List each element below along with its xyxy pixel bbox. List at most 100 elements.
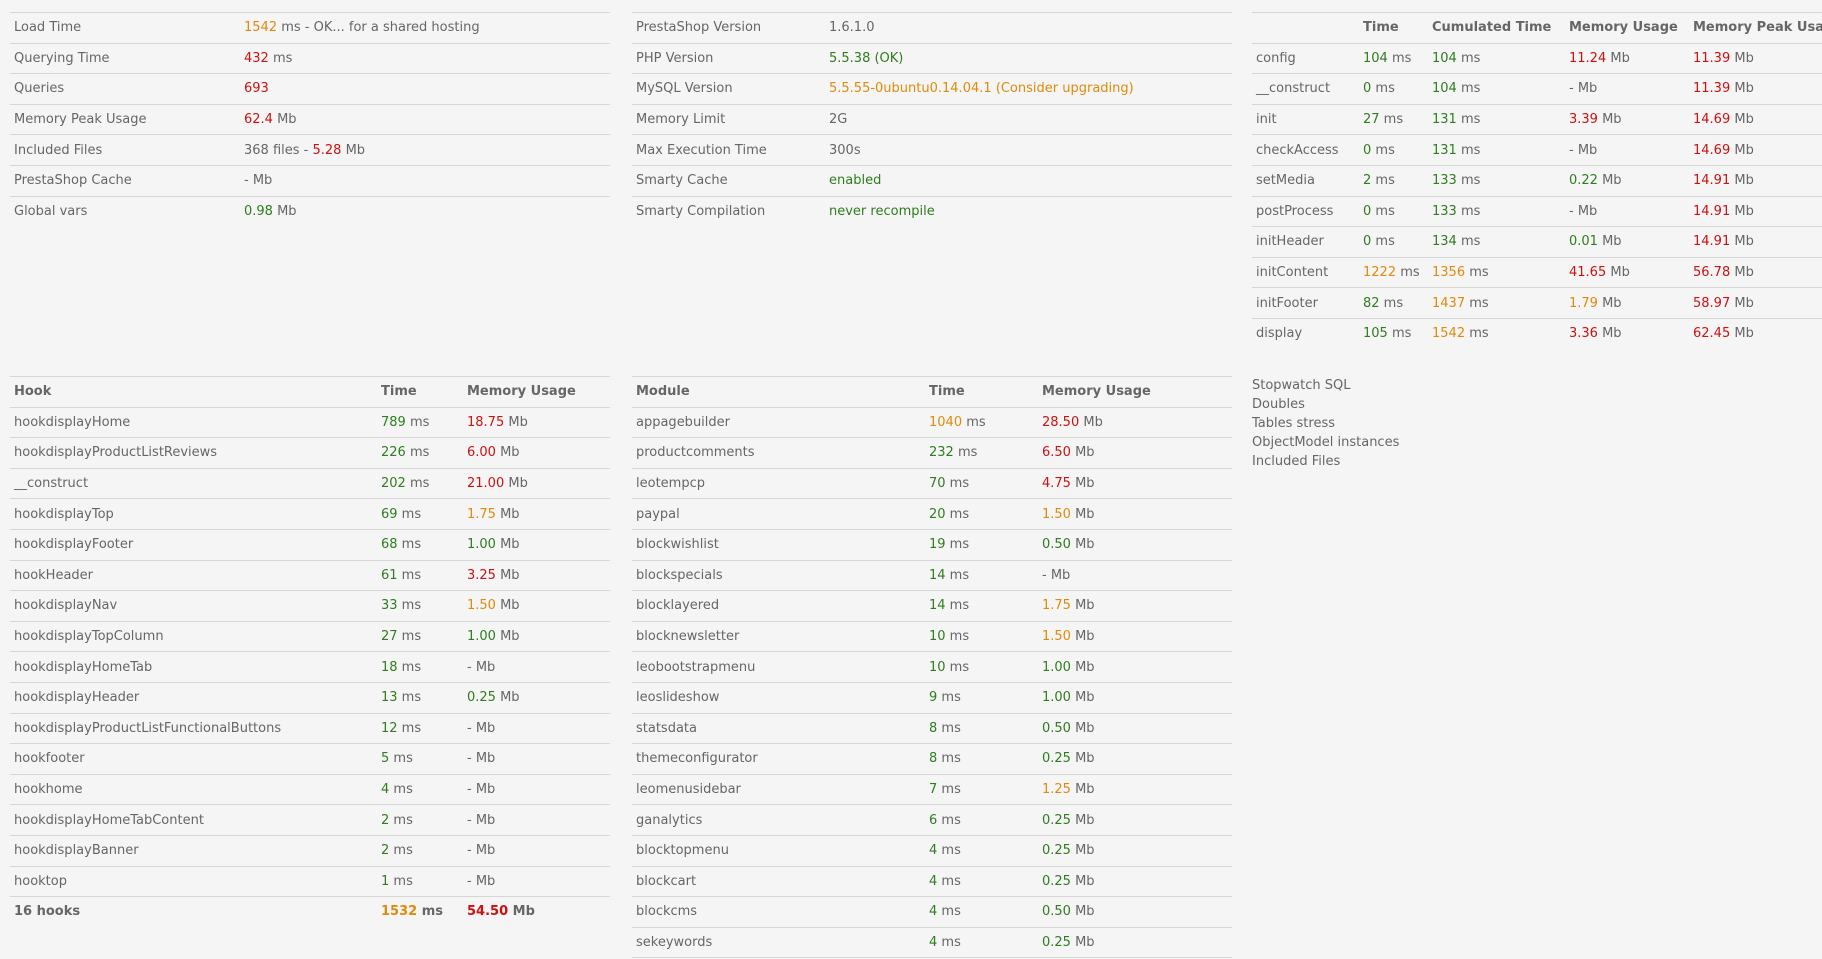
controller-row: setMedia 2 ms 133 ms 0.22 Mb 14.91 Mb [1252, 164, 1822, 197]
module-time-value: 10 [929, 629, 946, 645]
hook-time: 12 ms [377, 712, 463, 744]
module-memory-unit: Mb [1046, 567, 1071, 583]
controller-cumulated-value: 134 [1432, 234, 1457, 250]
controller-cumulated: 104 ms [1428, 73, 1565, 105]
hook-memory: - Mb [463, 773, 610, 805]
hook-time: 2 ms [377, 804, 463, 836]
module-memory-unit: Mb [1079, 414, 1103, 430]
controller-header: Memory Usage [1565, 12, 1689, 44]
controller-peak-unit: Mb [1730, 142, 1754, 158]
hook-row: hookdisplayBanner 2 ms - Mb [10, 834, 610, 866]
hook-name: hookdisplayHomeTabContent [10, 804, 377, 836]
hooks-header: Time [377, 376, 463, 408]
hook-memory-value: 3.25 [467, 567, 496, 583]
hooks-total-time-unit: ms [417, 904, 443, 920]
controller-time: 27 ms [1359, 103, 1428, 135]
module-memory-value: 4.75 [1042, 476, 1071, 492]
hook-time-unit: ms [389, 812, 413, 828]
controller-step-name: checkAccess [1252, 134, 1359, 166]
module-time-unit: ms [945, 598, 970, 614]
controller-peak-value: 58.97 [1693, 295, 1731, 311]
controller-step-name: init [1252, 103, 1359, 135]
general-value: 368 files - 5.28 Mb [240, 134, 610, 166]
module-time-unit: ms [937, 873, 961, 889]
controller-memory-unit: Mb [1573, 81, 1598, 97]
module-row: blockwishlist 19 ms 0.50 Mb [632, 528, 1232, 561]
module-row: blocktopmenu 4 ms 0.25 Mb [632, 834, 1232, 866]
hook-time-value: 1 [381, 873, 390, 889]
module-memory-value: 0.50 [1042, 904, 1071, 920]
environment-row: PrestaShop Version 1.6.1.0 [632, 12, 1232, 44]
module-memory-unit: Mb [1070, 659, 1095, 675]
controller-peak-unit: Mb [1730, 81, 1754, 97]
module-memory-unit: Mb [1070, 904, 1095, 920]
controller-peak: 11.39 Mb [1689, 42, 1822, 74]
module-memory: 6.50 Mb [1038, 437, 1232, 469]
hook-time-unit: ms [389, 843, 413, 859]
hook-time-value: 61 [381, 567, 398, 583]
module-time-unit: ms [937, 934, 961, 950]
hook-time: 789 ms [377, 406, 463, 438]
module-time: 20 ms [925, 498, 1038, 530]
modules-header: Module [632, 376, 925, 408]
module-name: themeconfigurator [632, 743, 925, 775]
hook-memory-unit: Mb [495, 537, 520, 553]
debug-link[interactable]: Stopwatch SQL [1252, 378, 1351, 393]
hook-row: hooktop 1 ms - Mb [10, 865, 610, 897]
module-memory-value: 28.50 [1042, 414, 1080, 430]
module-time-value: 8 [929, 720, 938, 736]
hooks-panel: Hook Time Memory Usage hookdisplayHome 789 … [10, 376, 610, 927]
hook-memory: 3.25 Mb [463, 559, 610, 591]
module-name: leoslideshow [632, 681, 925, 714]
hooks-total-time-value: 1532 [381, 904, 418, 920]
module-name: paypal [632, 498, 925, 530]
general-unit-a: ms [268, 50, 293, 66]
hook-memory-value: 0.25 [467, 690, 496, 706]
controller-step-name: display [1252, 317, 1359, 349]
hook-memory-value: - [467, 720, 472, 736]
hook-time-unit: ms [397, 629, 422, 645]
hook-row: hookhome 4 ms - Mb [10, 773, 610, 805]
environment-label: PHP Version [632, 42, 825, 74]
module-memory: 0.25 Mb [1038, 743, 1232, 775]
controller-step-name: initFooter [1252, 287, 1359, 319]
general-value: 1542 ms - OK... for a shared hosting [240, 12, 610, 44]
controller-cumulated-unit: ms [1456, 142, 1481, 158]
controller-memory-value: - [1569, 142, 1574, 158]
hook-time-unit: ms [389, 782, 413, 798]
debug-link[interactable]: Included Files [1252, 454, 1341, 469]
hook-time-unit: ms [397, 567, 422, 583]
controller-row: config 104 ms 104 ms 11.24 Mb 11.39 Mb [1252, 42, 1822, 74]
general-label: Global vars [10, 195, 240, 227]
controller-memory-unit: Mb [1573, 142, 1598, 158]
hook-time-value: 68 [381, 537, 398, 553]
module-time: 19 ms [925, 528, 1038, 561]
controller-time-value: 0 [1363, 81, 1372, 97]
module-name: blockcms [632, 896, 925, 928]
hook-memory-value: - [467, 812, 472, 828]
module-name: leomenusidebar [632, 773, 925, 805]
controller-panel: Time Cumulated Time Memory Usage Memory Pea… [1252, 12, 1822, 349]
module-memory-unit: Mb [1070, 843, 1095, 859]
module-row: blocknewsletter 10 ms 1.50 Mb [632, 620, 1232, 652]
module-time: 7 ms [925, 773, 1038, 805]
module-time-value: 4 [929, 873, 938, 889]
module-time: 4 ms [925, 896, 1038, 928]
module-time-unit: ms [937, 782, 961, 798]
module-memory: 1.00 Mb [1038, 681, 1232, 714]
hook-time: 13 ms [377, 681, 463, 714]
module-name: blocknewsletter [632, 620, 925, 652]
debug-link[interactable]: Doubles [1252, 397, 1305, 412]
general-value: 0.98 Mb [240, 195, 610, 227]
controller-time: 82 ms [1359, 287, 1428, 319]
controller-memory: - Mb [1565, 195, 1689, 227]
hook-memory-unit: Mb [471, 659, 496, 675]
hook-time: 5 ms [377, 743, 463, 775]
module-memory: 0.50 Mb [1038, 528, 1232, 561]
debug-link[interactable]: Tables stress [1252, 416, 1335, 431]
debug-link[interactable]: ObjectModel instances [1252, 435, 1400, 450]
module-memory-value: 0.50 [1042, 537, 1071, 553]
hook-memory-value: - [467, 659, 472, 675]
module-row: productcomments 232 ms 6.50 Mb [632, 437, 1232, 469]
controller-time-unit: ms [1371, 142, 1395, 158]
